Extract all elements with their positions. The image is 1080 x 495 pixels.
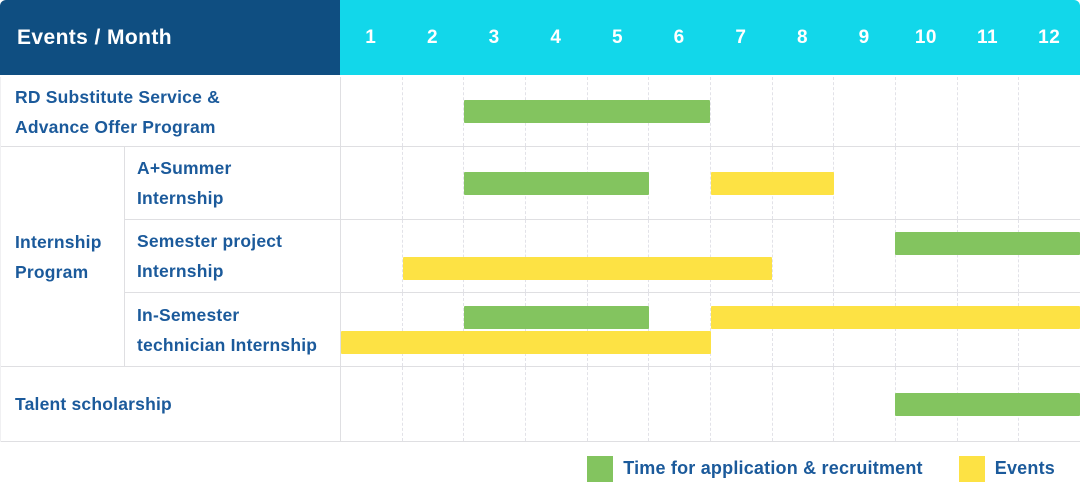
chart-cell xyxy=(341,293,1080,366)
month-gridlines xyxy=(341,220,1080,292)
group-label-internship-program: Internship Program xyxy=(1,147,125,366)
row-label-a-plus-summer-internship: A+Summer Internship xyxy=(125,147,341,219)
legend-label-events: Events xyxy=(995,458,1055,479)
table-row: Semester project Internship xyxy=(125,220,1080,293)
row-label-talent-scholarship: Talent scholarship xyxy=(1,367,341,441)
table-row: In-Semester technician Internship xyxy=(125,293,1080,366)
month-gridlines xyxy=(341,293,1080,366)
month-label: 7 xyxy=(710,0,772,75)
legend: Time for application & recruitment Event… xyxy=(0,442,1080,495)
month-label: 9 xyxy=(833,0,895,75)
row-label-semester-project-internship: Semester project Internship xyxy=(125,220,341,292)
legend-swatch-yellow-icon xyxy=(959,456,985,482)
table-body: RD Substitute Service & Advance Offer Pr… xyxy=(0,77,1080,442)
chart-cell xyxy=(341,147,1080,219)
chart-cell xyxy=(341,220,1080,292)
month-label: 6 xyxy=(648,0,710,75)
month-label: 3 xyxy=(463,0,525,75)
month-label: 12 xyxy=(1018,0,1080,75)
month-label: 5 xyxy=(587,0,649,75)
table-row: A+Summer Internship xyxy=(125,147,1080,220)
table-row: RD Substitute Service & Advance Offer Pr… xyxy=(1,77,1080,147)
month-label: 8 xyxy=(772,0,834,75)
row-label-in-semester-technician-internship: In-Semester technician Internship xyxy=(125,293,341,366)
gantt-bar-green xyxy=(464,306,649,329)
group-rows: A+Summer Internship Semester project Int… xyxy=(125,147,1080,366)
gantt-bar-yellow xyxy=(341,331,711,354)
month-label: 1 xyxy=(340,0,402,75)
legend-label-application-recruitment: Time for application & recruitment xyxy=(623,458,923,479)
gantt-bar-yellow xyxy=(711,172,834,195)
table-row: Talent scholarship xyxy=(1,367,1080,442)
gantt-bar-yellow xyxy=(403,257,773,280)
row-label-rd-substitute: RD Substitute Service & Advance Offer Pr… xyxy=(1,77,341,146)
chart-cell xyxy=(341,367,1080,441)
month-label: 4 xyxy=(525,0,587,75)
month-label: 10 xyxy=(895,0,957,75)
legend-swatch-green-icon xyxy=(587,456,613,482)
gantt-bar-yellow xyxy=(711,306,1080,329)
chart-cell xyxy=(341,77,1080,146)
events-month-header: Events / Month xyxy=(0,0,340,75)
gantt-bar-green xyxy=(464,100,710,123)
internship-program-group: Internship Program A+Summer Internship S… xyxy=(1,147,1080,367)
month-label: 2 xyxy=(402,0,464,75)
gantt-bar-green xyxy=(895,393,1080,416)
month-gridlines xyxy=(341,77,1080,146)
gantt-bar-green xyxy=(895,232,1080,255)
month-label: 11 xyxy=(957,0,1019,75)
gantt-bar-green xyxy=(464,172,649,195)
